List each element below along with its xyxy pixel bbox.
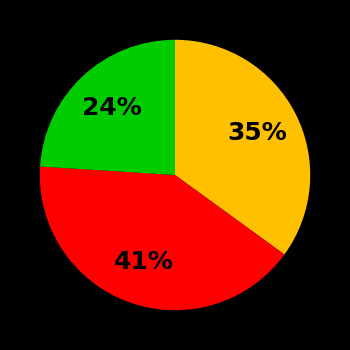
Text: 24%: 24% [82,96,142,120]
Wedge shape [175,40,310,254]
Wedge shape [40,40,175,175]
Text: 41%: 41% [114,250,174,274]
Text: 35%: 35% [228,121,287,145]
Wedge shape [40,167,285,310]
